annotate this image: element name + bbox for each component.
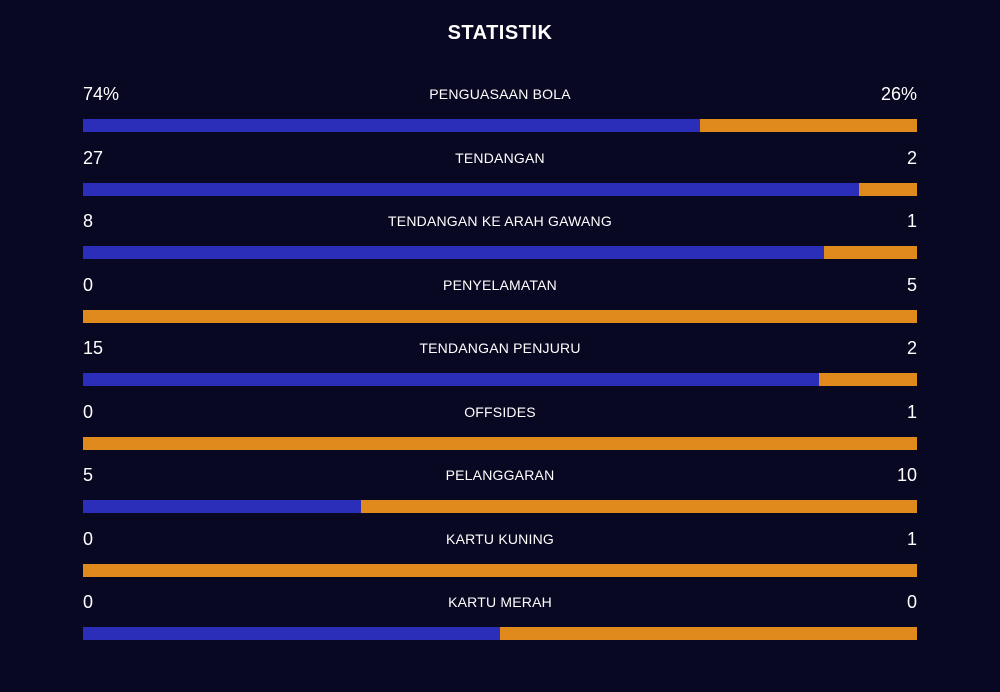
home-bar-segment bbox=[83, 627, 500, 640]
comparison-bar bbox=[83, 373, 917, 386]
home-bar-segment bbox=[83, 182, 860, 196]
away-value: 1 bbox=[906, 401, 917, 422]
comparison-bar bbox=[83, 500, 917, 513]
comparison-bar bbox=[83, 563, 917, 577]
away-value: 5 bbox=[906, 274, 917, 295]
stat-label: KARTU MERAH bbox=[448, 594, 552, 610]
away-value: 0 bbox=[906, 592, 917, 612]
home-value: 8 bbox=[83, 211, 94, 231]
home-bar-segment bbox=[83, 119, 701, 132]
comparison-bar bbox=[83, 436, 917, 450]
home-value: 15 bbox=[83, 338, 104, 358]
home-bar-segment bbox=[83, 246, 825, 259]
stat-label: KARTU KUNING bbox=[446, 530, 554, 547]
away-value: 10 bbox=[896, 465, 917, 485]
away-value: 2 bbox=[906, 147, 917, 168]
stat-label: OFFSIDES bbox=[464, 403, 536, 420]
away-value: 1 bbox=[906, 211, 917, 231]
away-bar-segment bbox=[500, 627, 917, 640]
stat-row-fouls: 5 PELANGGARAN 10 bbox=[83, 461, 917, 525]
comparison-bar bbox=[83, 309, 917, 323]
home-value: 27 bbox=[83, 147, 104, 168]
away-value: 2 bbox=[906, 338, 917, 358]
stat-label: PELANGGARAN bbox=[445, 467, 555, 483]
away-value: 1 bbox=[906, 528, 917, 549]
stat-row-shots-on-target: 8 TENDANGAN KE ARAH GAWANG 1 bbox=[83, 207, 917, 271]
stat-row-red-cards: 0 KARTU MERAH 0 bbox=[83, 588, 917, 652]
home-value: 0 bbox=[83, 528, 94, 549]
home-bar-segment bbox=[83, 373, 819, 386]
stat-row-possession: 74% PENGUASAAN BOLA 26% bbox=[83, 80, 917, 144]
stat-row-offsides: 0 OFFSIDES 1 bbox=[83, 398, 917, 462]
home-value: 74% bbox=[83, 84, 120, 104]
away-bar-segment bbox=[824, 246, 917, 259]
away-bar-segment bbox=[700, 119, 917, 132]
away-bar-segment bbox=[83, 309, 917, 323]
away-bar-segment bbox=[859, 182, 917, 196]
away-value: 26% bbox=[880, 84, 917, 104]
away-bar-segment bbox=[83, 436, 917, 450]
stat-row-shots: 27 TENDANGAN 2 bbox=[83, 144, 917, 208]
home-value: 0 bbox=[83, 401, 94, 422]
stat-row-saves: 0 PENYELAMATAN 5 bbox=[83, 271, 917, 335]
statistics-title: STATISTIK bbox=[447, 22, 553, 44]
stat-label: PENYELAMATAN bbox=[443, 276, 557, 293]
away-bar-segment bbox=[818, 373, 917, 386]
statistics-list: 74% PENGUASAAN BOLA 26% 27 TENDANGAN 2 8… bbox=[83, 80, 917, 652]
stat-label: TENDANGAN PENJURU bbox=[419, 340, 581, 356]
home-value: 5 bbox=[83, 465, 94, 485]
home-value: 0 bbox=[83, 274, 94, 295]
stat-row-yellow-cards: 0 KARTU KUNING 1 bbox=[83, 525, 917, 589]
comparison-bar bbox=[83, 627, 917, 640]
stat-label: TENDANGAN bbox=[455, 149, 545, 166]
away-bar-segment bbox=[83, 563, 917, 577]
comparison-bar bbox=[83, 182, 917, 196]
stat-row-corners: 15 TENDANGAN PENJURU 2 bbox=[83, 334, 917, 398]
home-bar-segment bbox=[83, 500, 361, 513]
home-value: 0 bbox=[83, 592, 94, 612]
comparison-bar bbox=[83, 119, 917, 132]
stat-label: TENDANGAN KE ARAH GAWANG bbox=[388, 213, 612, 229]
comparison-bar bbox=[83, 246, 917, 259]
away-bar-segment bbox=[360, 500, 917, 513]
stat-label: PENGUASAAN BOLA bbox=[429, 86, 571, 102]
